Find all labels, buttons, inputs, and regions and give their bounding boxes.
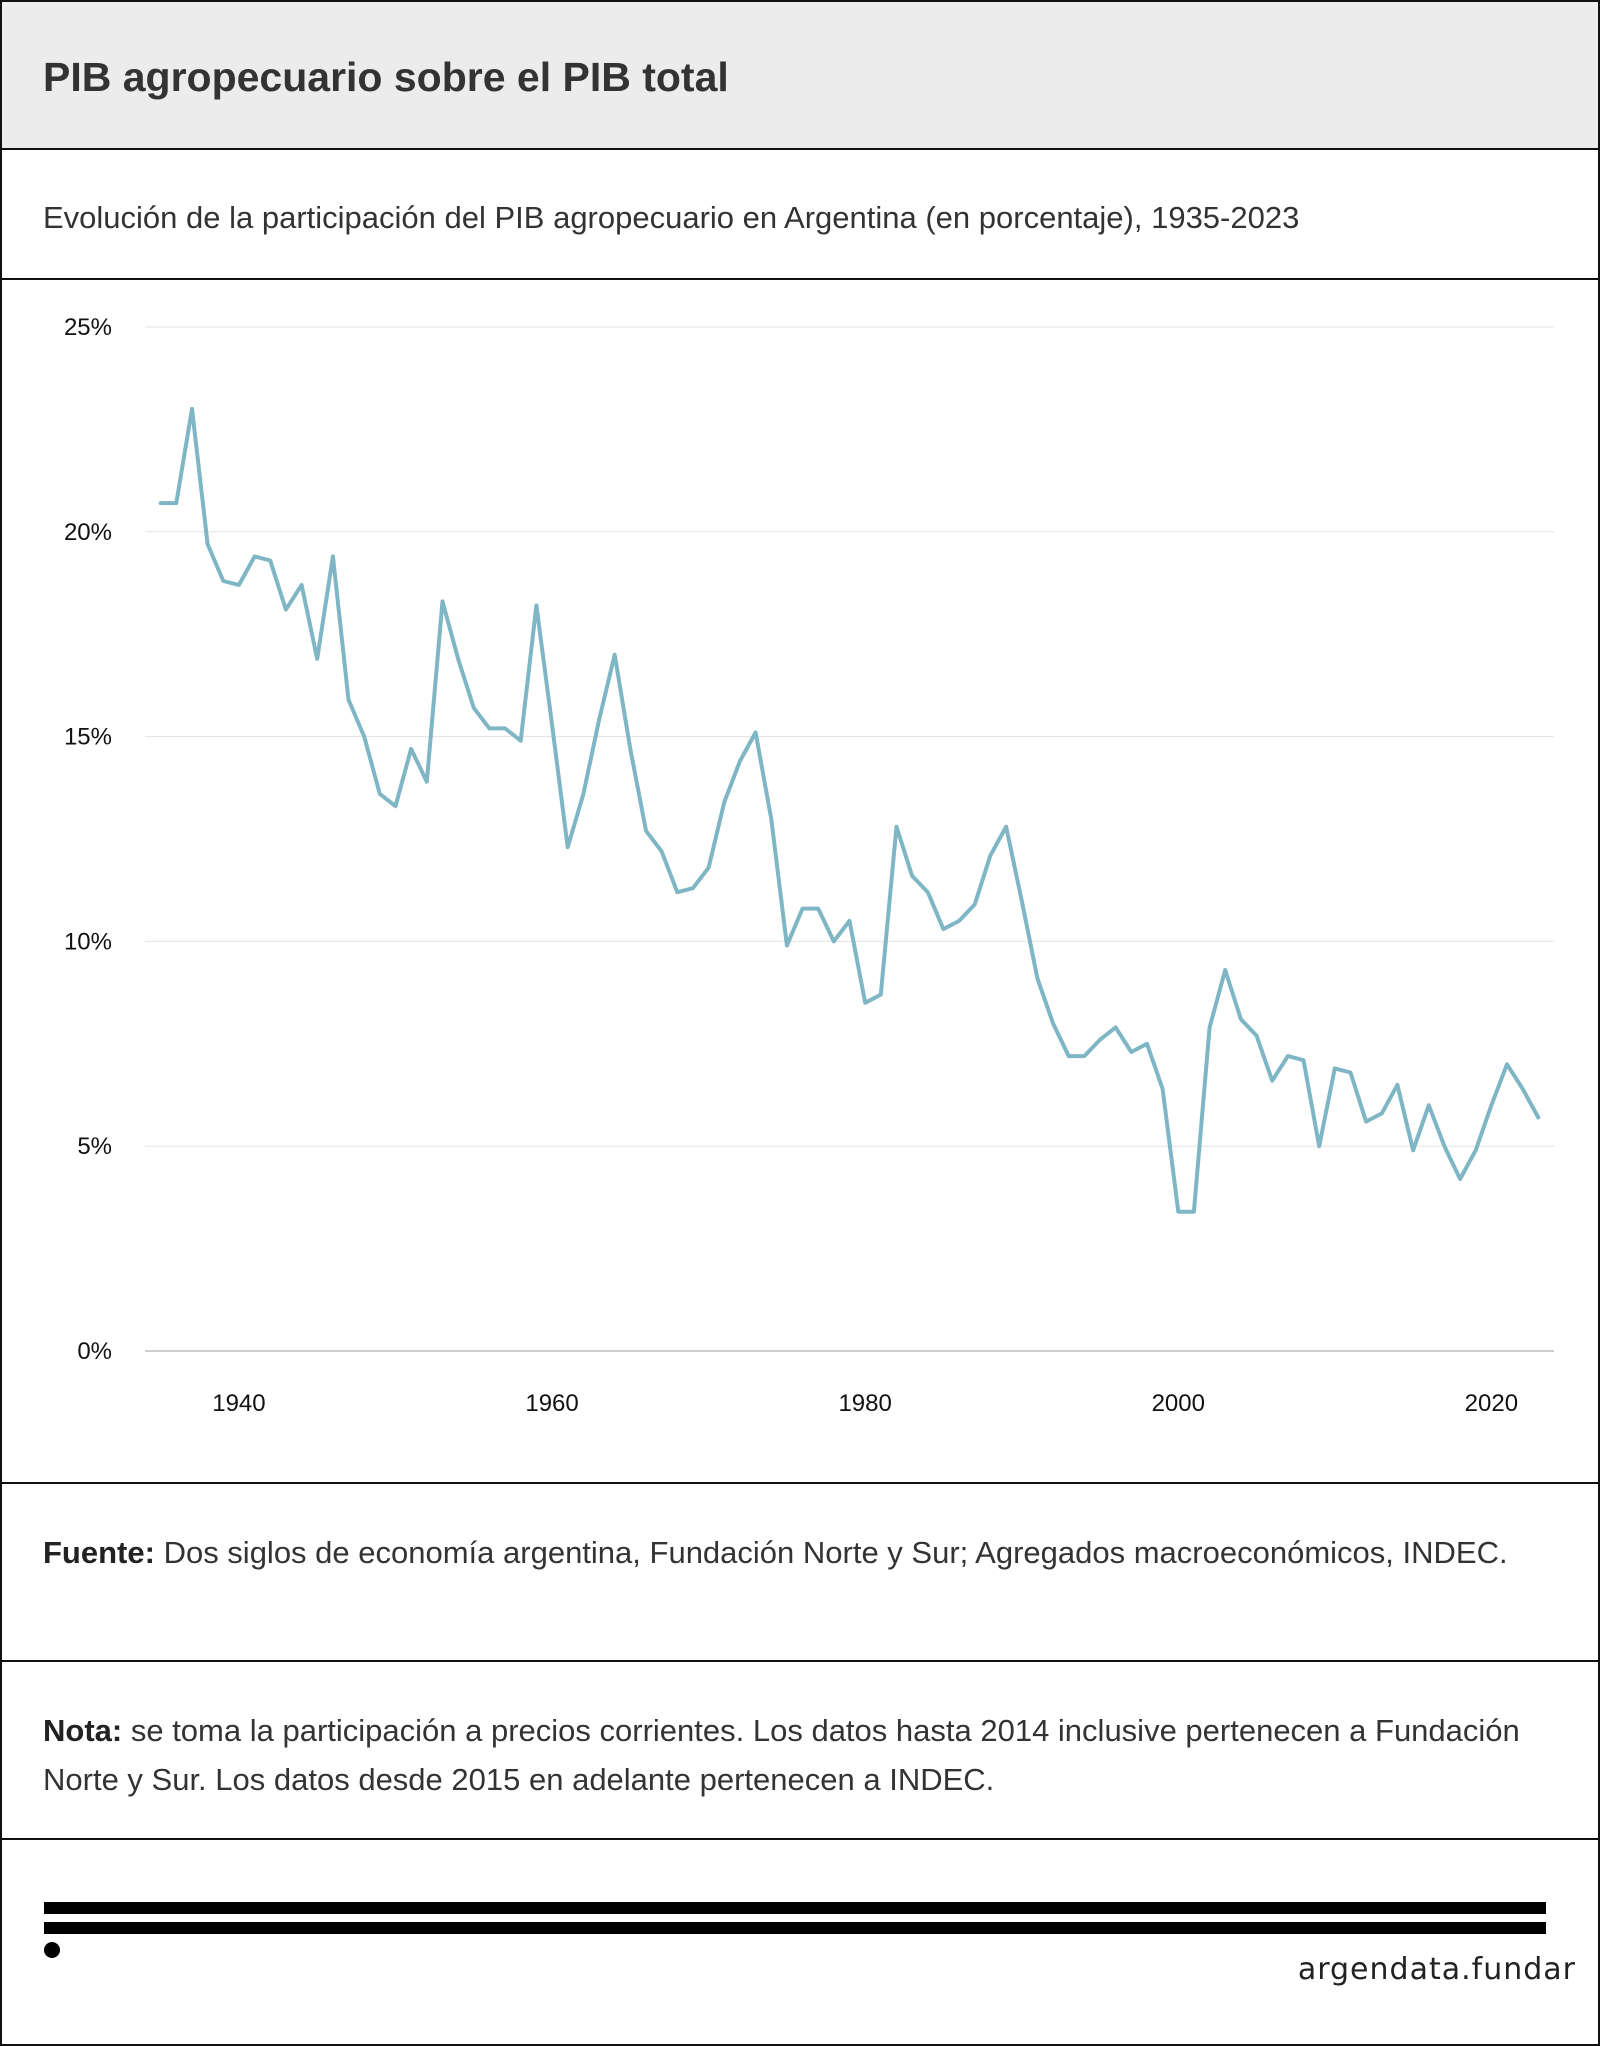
- x-tick-label: 2000: [1152, 1390, 1205, 1417]
- grid-lines: [145, 326, 1554, 1352]
- methodology-note: Nota: se toma la participación a precios…: [43, 1706, 1543, 1804]
- x-tick-label: 1980: [838, 1390, 891, 1417]
- note-label: Nota:: [43, 1713, 123, 1748]
- header-section: PIB agropecuario sobre el PIB total: [2, 2, 1598, 150]
- chart-section: 0% 5% 10% 15% 20% 25% 1940 1960 1980 2000 2020: [2, 280, 1598, 1484]
- y-tick-label: 0%: [77, 1338, 112, 1365]
- x-tick-label: 1960: [525, 1390, 578, 1417]
- logo-wordmark: argendata.fundar: [1297, 1952, 1576, 1987]
- logo-bar-top: [44, 1902, 1546, 1914]
- y-tick-label: 10%: [64, 928, 112, 955]
- y-tick-label: 20%: [64, 519, 112, 546]
- x-tick-label: 1940: [212, 1390, 265, 1417]
- source-note: Fuente: Dos siglos de economía argentina…: [43, 1528, 1543, 1577]
- source-label: Fuente:: [43, 1535, 155, 1570]
- logo-dot: [44, 1942, 60, 1958]
- subtitle-section: Evolución de la participación del PIB ag…: [2, 150, 1598, 280]
- chart-title: PIB agropecuario sobre el PIB total: [43, 54, 729, 100]
- x-tick-label: 2020: [1465, 1390, 1518, 1417]
- logo-section: argendata.fundar: [2, 1840, 1598, 2046]
- source-section: Fuente: Dos siglos de economía argentina…: [2, 1484, 1598, 1662]
- series-line: [158, 406, 1541, 1214]
- series-layer: [158, 406, 1541, 1214]
- y-tick-label: 15%: [64, 724, 112, 751]
- logo-bar-bottom: [44, 1922, 1546, 1934]
- y-axis-ticks: 0% 5% 10% 15% 20% 25%: [64, 314, 112, 1365]
- note-section: Nota: se toma la participación a precios…: [2, 1662, 1598, 1840]
- y-tick-label: 5%: [77, 1133, 112, 1160]
- source-text: Dos siglos de economía argentina, Fundac…: [163, 1535, 1508, 1570]
- x-axis-ticks: 1940 1960 1980 2000 2020: [212, 1390, 1518, 1417]
- y-tick-label: 25%: [64, 314, 112, 341]
- note-text: se toma la participación a precios corri…: [43, 1713, 1520, 1797]
- line-chart: 0% 5% 10% 15% 20% 25% 1940 1960 1980 2000 2020: [64, 314, 1554, 1417]
- chart-subtitle: Evolución de la participación del PIB ag…: [43, 200, 1300, 235]
